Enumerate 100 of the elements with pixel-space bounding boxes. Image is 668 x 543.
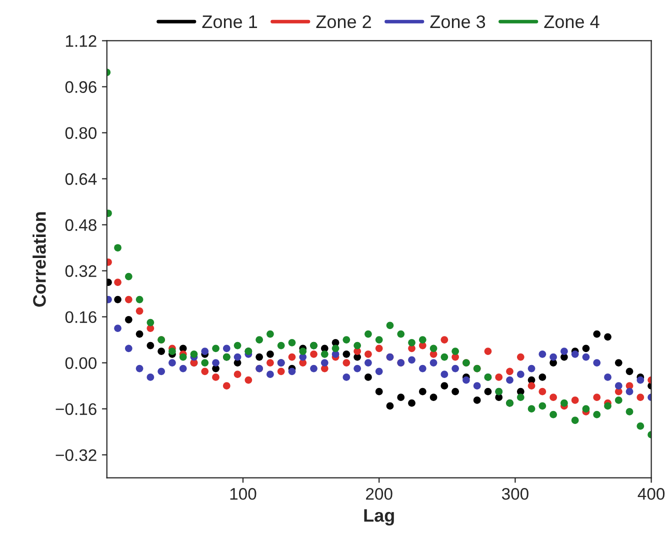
point: [212, 344, 220, 352]
point: [375, 344, 383, 352]
point: [538, 402, 546, 410]
point: [408, 339, 416, 346]
point: [124, 296, 132, 304]
point: [375, 368, 383, 376]
point: [124, 272, 132, 280]
point: [538, 350, 546, 358]
point: [528, 364, 536, 372]
point: [201, 348, 209, 355]
point: [386, 322, 394, 330]
point: [288, 339, 296, 346]
point: [571, 396, 579, 404]
point: [364, 330, 372, 338]
point: [168, 359, 176, 366]
y-tick-label: 1.12: [66, 35, 96, 47]
point: [462, 376, 470, 384]
point: [256, 353, 263, 361]
point: [560, 348, 568, 355]
point: [234, 353, 242, 361]
point: [418, 388, 426, 396]
point: [626, 388, 634, 396]
point: [190, 350, 198, 358]
point: [342, 336, 350, 344]
point: [234, 342, 242, 350]
point: [593, 394, 601, 401]
point: [136, 364, 144, 372]
y-tick-label: −0.32: [56, 449, 96, 462]
legend-label: Zone 3: [430, 15, 486, 28]
point: [636, 422, 644, 430]
point: [222, 344, 230, 352]
point: [158, 368, 165, 376]
point: [124, 316, 132, 324]
point: [320, 350, 328, 358]
point: [593, 359, 601, 366]
point: [408, 356, 416, 364]
point: [440, 353, 448, 361]
point: [212, 359, 220, 366]
point: [571, 416, 579, 424]
point: [418, 336, 426, 344]
point: [136, 307, 144, 315]
y-tick-label: 0.64: [65, 173, 97, 185]
point: [636, 376, 644, 384]
point: [430, 359, 438, 366]
point: [364, 374, 372, 381]
point: [440, 370, 448, 378]
point: [354, 364, 361, 372]
point: [158, 348, 165, 355]
point: [506, 376, 514, 384]
point: [124, 344, 132, 352]
point: [114, 278, 122, 286]
y-tick-label: −0.16: [56, 403, 96, 416]
point: [266, 370, 274, 378]
point: [277, 342, 285, 350]
point: [146, 374, 154, 381]
y-tick-label: 0.00: [65, 357, 97, 370]
point: [440, 336, 448, 344]
point: [506, 368, 514, 376]
legend-label: Zone 4: [544, 16, 600, 28]
point: [212, 374, 220, 381]
point: [604, 333, 612, 341]
point: [614, 382, 622, 390]
point: [516, 370, 524, 378]
point: [571, 350, 579, 358]
point: [538, 374, 546, 381]
point: [408, 399, 416, 407]
point: [354, 342, 361, 350]
point: [201, 368, 209, 376]
point: [277, 368, 285, 376]
point: [342, 350, 350, 358]
point: [342, 359, 350, 366]
point: [179, 353, 187, 361]
point: [582, 344, 590, 352]
point: [310, 350, 318, 358]
point: [430, 394, 438, 401]
point: [528, 382, 536, 390]
x-tick-label: 300: [502, 488, 528, 500]
point: [604, 402, 612, 410]
point: [136, 330, 144, 338]
point: [266, 359, 274, 366]
point: [114, 296, 122, 304]
point: [440, 382, 448, 390]
y-axis-title: Correlation: [32, 212, 46, 307]
point: [397, 394, 405, 401]
x-tick-label: 100: [230, 488, 256, 500]
point: [136, 296, 144, 304]
point: [342, 374, 350, 381]
point: [299, 348, 307, 355]
point: [364, 359, 372, 366]
point: [320, 359, 328, 366]
x-tick-label: 200: [366, 488, 392, 500]
point: [430, 344, 438, 352]
point: [222, 382, 230, 390]
point: [364, 350, 372, 358]
point: [114, 244, 122, 252]
y-tick-label: 0.96: [65, 81, 96, 93]
point: [528, 405, 536, 412]
point: [386, 402, 394, 410]
x-axis-title: Lag: [364, 509, 394, 526]
point: [146, 342, 154, 350]
